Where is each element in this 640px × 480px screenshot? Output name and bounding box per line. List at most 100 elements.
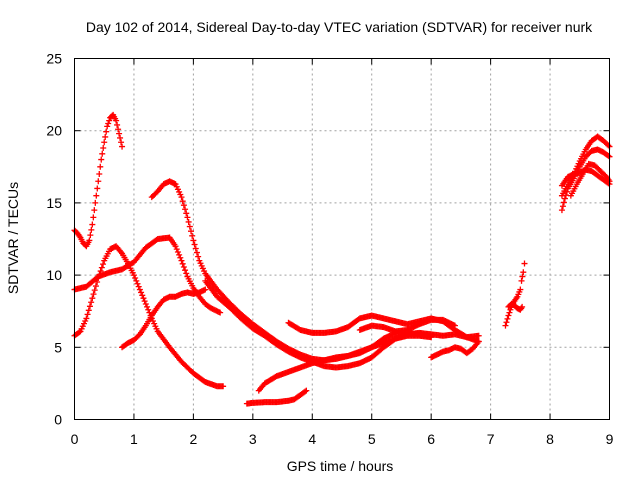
data-point (172, 243, 179, 250)
data-point (184, 214, 191, 221)
data-point (178, 257, 185, 264)
data-point (140, 295, 147, 302)
data-point (135, 283, 142, 290)
data-point (93, 192, 100, 199)
x-axis-title: GPS time / hours (287, 458, 394, 474)
data-point (183, 210, 190, 217)
y-tick-label: 5 (54, 339, 62, 355)
data-point (86, 237, 93, 244)
data-point (138, 289, 145, 296)
data-point (605, 142, 612, 149)
data-point (145, 306, 152, 313)
data-point (90, 214, 97, 221)
data-point (101, 139, 108, 146)
series-arc-8 (255, 329, 435, 394)
data-point (190, 237, 197, 244)
x-tick-label: 9 (606, 431, 614, 447)
x-tick-label: 6 (427, 431, 435, 447)
x-tick-label: 1 (130, 431, 138, 447)
data-point (114, 121, 121, 128)
data-point (133, 277, 140, 284)
data-point (106, 117, 113, 124)
y-axis-title: SDTVAR / TECUs (5, 182, 21, 294)
series-arc-10 (356, 316, 458, 335)
data-point (116, 130, 123, 137)
data-point (475, 338, 482, 345)
y-tick-label: 10 (46, 267, 62, 283)
data-point (117, 134, 124, 141)
data-point (92, 199, 99, 206)
series-arc-17 (567, 160, 613, 199)
data-point (96, 171, 103, 178)
data-point (519, 273, 526, 280)
y-tick-label: 25 (46, 51, 62, 67)
data-point (134, 280, 141, 287)
data-point (86, 303, 93, 310)
data-point (179, 260, 186, 267)
data-point (176, 251, 183, 258)
series-arc-1 (71, 111, 126, 250)
data-point (91, 207, 98, 214)
data-point (144, 303, 151, 310)
data-point (91, 287, 98, 294)
data-point (94, 185, 101, 192)
data-point (87, 232, 94, 239)
data-point (76, 329, 83, 336)
y-tick-label: 20 (46, 123, 62, 139)
y-tick-labels: 0 5 10 15 20 25 (46, 51, 62, 428)
data-point (182, 267, 189, 274)
data-point (177, 254, 184, 261)
data-point (90, 291, 97, 298)
data-point (182, 206, 189, 213)
data-point (142, 300, 149, 307)
x-tick-label: 7 (487, 431, 495, 447)
data-point (191, 241, 198, 248)
data-point (173, 246, 180, 253)
data-point (558, 207, 565, 214)
data-point (220, 383, 227, 390)
data-point (88, 226, 95, 233)
y-tick-label: 0 (54, 412, 62, 428)
data-point (97, 163, 104, 170)
data-point (103, 128, 110, 135)
data-point (192, 245, 199, 252)
data-point (560, 199, 567, 206)
series-arc-11 (428, 338, 482, 361)
data-point (302, 388, 309, 395)
data-point (85, 307, 92, 314)
data-point (105, 120, 112, 127)
data-point (202, 286, 209, 293)
data-point (89, 295, 96, 302)
data-point (180, 202, 187, 209)
data-point (141, 298, 148, 305)
data-point (100, 145, 107, 152)
data-point (505, 312, 512, 319)
data-point (186, 223, 193, 230)
series-arc-13 (505, 300, 526, 313)
data-point (217, 309, 224, 316)
data-point (183, 270, 190, 277)
data-point (136, 286, 143, 293)
data-point (139, 292, 146, 299)
data-marks (71, 111, 613, 407)
data-point (132, 274, 139, 281)
data-point (115, 126, 122, 133)
chart-title: Day 102 of 2014, Sidereal Day-to-day VTE… (86, 19, 593, 35)
data-point (303, 387, 310, 394)
data-point (428, 332, 435, 339)
data-point (98, 264, 105, 271)
data-point (104, 123, 111, 130)
data-point (92, 283, 99, 290)
data-point (118, 139, 125, 146)
data-point (605, 152, 612, 159)
data-point (83, 315, 90, 322)
data-point (180, 264, 187, 271)
plot-frame (74, 58, 610, 420)
series-arc-4 (119, 286, 209, 351)
data-point (130, 272, 137, 279)
data-point (96, 271, 103, 278)
data-point (520, 269, 527, 276)
x-tick-label: 5 (368, 431, 376, 447)
data-point (559, 203, 566, 210)
data-point (193, 249, 200, 256)
